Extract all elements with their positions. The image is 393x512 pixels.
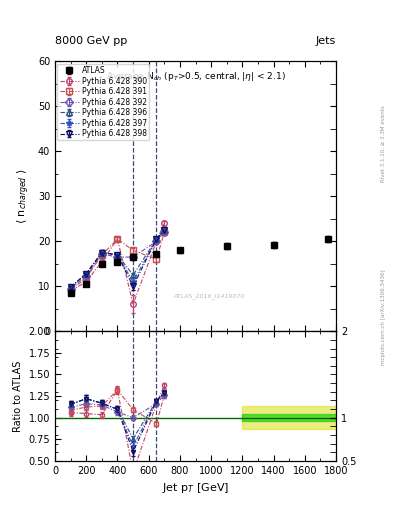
Text: Rivet 3.1.10, ≥ 3.3M events: Rivet 3.1.10, ≥ 3.3M events [381, 105, 386, 182]
X-axis label: Jet p$_T$ [GeV]: Jet p$_T$ [GeV] [162, 481, 229, 495]
Y-axis label: Ratio to ATLAS: Ratio to ATLAS [13, 360, 23, 432]
Text: ATLAS_2016_I1419070: ATLAS_2016_I1419070 [174, 293, 245, 299]
Legend: ATLAS, Pythia 6.428 390, Pythia 6.428 391, Pythia 6.428 392, Pythia 6.428 396, P: ATLAS, Pythia 6.428 390, Pythia 6.428 39… [57, 63, 149, 140]
Text: Jets: Jets [316, 36, 336, 46]
Bar [242, 414, 336, 421]
Text: Average N$_{ch}$ (p$_T$>0.5, central, |$\eta$| < 2.1): Average N$_{ch}$ (p$_T$>0.5, central, |$… [106, 70, 285, 82]
Y-axis label: $\langle$ n$_{charged}$ $\rangle$: $\langle$ n$_{charged}$ $\rangle$ [16, 168, 32, 224]
Text: 8000 GeV pp: 8000 GeV pp [55, 36, 127, 46]
Text: mcplots.cern.ch [arXiv:1306.3436]: mcplots.cern.ch [arXiv:1306.3436] [381, 270, 386, 365]
Bar [242, 407, 336, 429]
